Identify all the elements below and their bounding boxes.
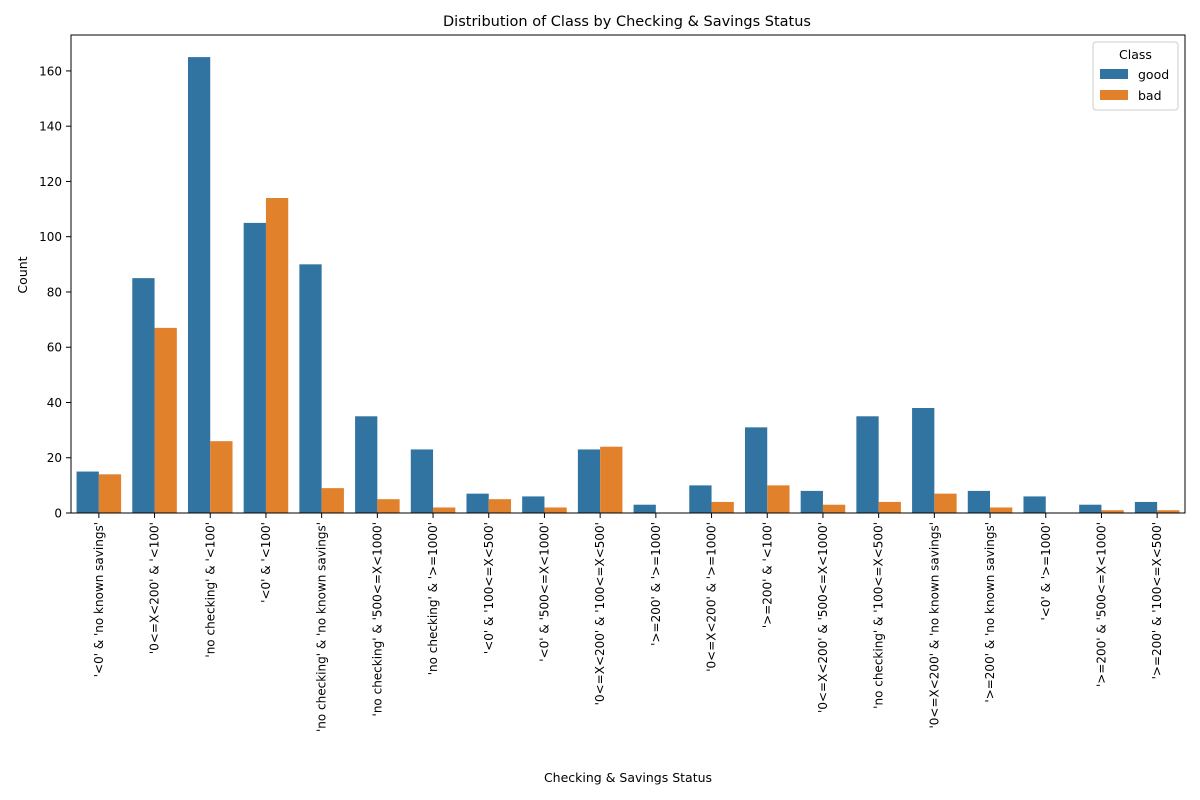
chart-title: Distribution of Class by Checking & Savi… — [443, 14, 811, 30]
bar-good-5 — [355, 416, 378, 513]
bar-bad-15 — [934, 493, 957, 513]
x-tick-label-7: '<0' & '100<=X<500' — [482, 522, 496, 654]
bar-good-17 — [1023, 496, 1046, 513]
y-tick-label-7: 140 — [39, 120, 62, 134]
x-axis: '<0' & 'no known savings' '0<=X<200' & '<… — [92, 513, 1164, 732]
bar-bad-13 — [822, 504, 846, 513]
x-tick-label-5: 'no checking' & '500<=X<1000' — [370, 522, 384, 716]
x-tick-label-17: '<0' & '>=1000' — [1039, 522, 1053, 621]
bar-good-6 — [410, 449, 434, 513]
legend-label-bad: bad — [1138, 88, 1162, 103]
bar-good-3 — [243, 222, 266, 513]
bar-bad-5 — [377, 499, 400, 513]
y-tick-label-5: 100 — [39, 230, 62, 244]
y-tick-label-4: 80 — [47, 285, 62, 299]
x-tick-label-16: '>=200' & 'no known savings' — [983, 522, 997, 703]
x-tick-label-9: '0<=X<200' & '100<=X<500' — [593, 522, 607, 705]
bar-bad-6 — [433, 507, 456, 513]
x-tick-label-0: '<0' & 'no known savings' — [92, 522, 106, 677]
y-tick-label-1: 20 — [47, 451, 62, 465]
x-tick-label-13: '0<=X<200' & '500<=X<1000' — [816, 522, 830, 713]
bar-bad-14 — [878, 501, 901, 513]
y-tick-label-8: 160 — [39, 64, 62, 78]
bar-bad-11 — [711, 501, 734, 513]
bar-good-13 — [800, 490, 823, 513]
bar-good-4 — [299, 264, 322, 513]
bar-good-18 — [1079, 504, 1102, 513]
bar-bad-8 — [544, 507, 567, 513]
x-axis-label: Checking & Savings Status — [544, 770, 712, 785]
bar-good-8 — [522, 496, 545, 513]
bar-good-11 — [689, 485, 712, 513]
x-tick-label-1: '0<=X<200' & '<100' — [148, 522, 162, 654]
x-tick-label-3: '<0' & '<100' — [259, 522, 273, 603]
bar-good-16 — [967, 490, 991, 513]
bar-bad-3 — [265, 198, 289, 513]
y-tick-label-6: 120 — [39, 175, 62, 189]
y-axis: 0 20 40 60 80 100 120 140 160 — [39, 64, 71, 521]
bar-good-0 — [76, 471, 99, 513]
bar-good-14 — [856, 416, 879, 513]
bar-bad-9 — [600, 446, 623, 513]
x-tick-label-15: '0<=X<200' & 'no known savings' — [927, 522, 941, 729]
bar-good-2 — [187, 57, 211, 514]
bar-good-1 — [132, 278, 155, 513]
y-tick-label-2: 40 — [47, 396, 62, 410]
x-tick-label-19: '>=200' & '100<=X<500' — [1150, 522, 1164, 679]
legend-swatch-bad — [1100, 90, 1128, 100]
x-tick-label-2: 'no checking' & '<100' — [203, 522, 217, 658]
bar-bad-12 — [767, 485, 790, 513]
bar-good-15 — [912, 408, 935, 513]
bar-bad-2 — [210, 441, 233, 513]
legend-swatch-good — [1100, 69, 1128, 79]
bar-bad-1 — [154, 327, 177, 513]
x-tick-label-6: 'no checking' & '>=1000' — [426, 522, 440, 675]
y-tick-label-0: 0 — [54, 507, 62, 521]
bar-bad-18 — [1101, 510, 1124, 513]
plot-frame — [70, 34, 1186, 514]
bar-bad-0 — [98, 474, 122, 513]
bar-good-10 — [633, 504, 656, 513]
bar-good-9 — [577, 449, 601, 513]
legend-title: Class — [1119, 47, 1152, 62]
x-tick-label-4: 'no checking' & 'no known savings' — [315, 522, 329, 732]
x-tick-label-8: '<0' & '500<=X<1000' — [537, 522, 551, 662]
bar-good-7 — [466, 493, 489, 513]
x-tick-label-14: 'no checking' & '100<=X<500' — [872, 522, 886, 709]
x-tick-label-18: '>=200' & '500<=X<1000' — [1094, 522, 1108, 687]
bars-group — [76, 57, 1180, 514]
bar-good-12 — [744, 427, 768, 513]
bar-bad-19 — [1157, 510, 1180, 513]
y-axis-label: Count — [15, 256, 30, 293]
x-tick-label-12: '>=200' & '<100' — [760, 522, 774, 628]
y-tick-label-3: 60 — [47, 341, 62, 355]
bar-bad-7 — [488, 499, 512, 513]
legend: Class good bad — [1092, 41, 1179, 111]
x-tick-label-11: '0<=X<200' & '>=1000' — [705, 522, 719, 672]
bar-bad-16 — [990, 507, 1013, 513]
x-tick-label-10: '>=200' & '>=1000' — [649, 522, 663, 646]
bar-bad-4 — [321, 488, 344, 513]
bar-good-19 — [1134, 501, 1158, 513]
legend-label-good: good — [1138, 67, 1169, 82]
